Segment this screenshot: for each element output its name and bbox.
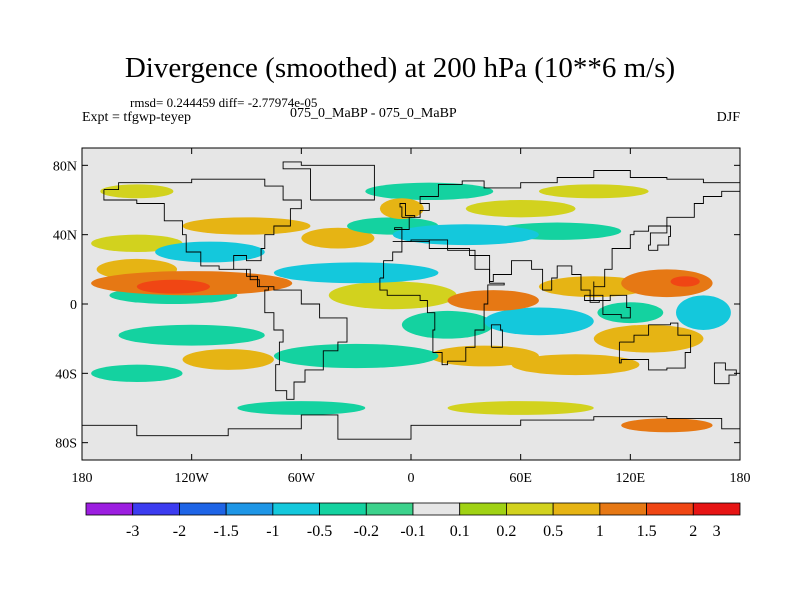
coastline-outline [82,161,741,440]
colorbar-swatch [552,502,601,516]
field-cell [301,227,375,249]
field-cell [118,324,265,346]
field-cell [447,290,539,311]
field-cell [538,184,649,199]
axes: 180 120W 60W 0 60E 120E 180 80N 40N 0 40S 80S [53,148,751,486]
coastline [584,294,631,319]
colorbar-label: -2 [173,523,186,540]
coastline [103,178,348,400]
experiment-label: Expt = tfgwp-teyep [82,110,191,125]
field-cell [100,184,174,199]
coastline [392,170,741,303]
colorbar-swatch [599,502,647,516]
colorbar-swatch [225,502,274,516]
colorbar-swatch [365,502,414,516]
y-tick-label: 40N [53,229,77,244]
season-label: DJF [716,110,740,125]
x-tick-label: 180 [730,471,751,486]
chart-title: Divergence (smoothed) at 200 hPa (10**6 … [124,52,676,84]
colorbar-label: -1 [266,523,279,540]
field-cell [237,401,366,415]
field-cell [91,234,183,252]
x-tick-label: 120E [616,471,646,486]
field-cell [273,343,439,369]
colorbar-swatch [646,502,694,516]
colorbar-swatch [459,502,507,516]
colorbar-label: 2 [689,523,697,540]
colorbar-swatch [692,502,741,516]
coastline [618,322,692,371]
colorbar-swatch [319,502,367,516]
x-tick-label: 60E [509,471,532,486]
field-cell [273,262,439,284]
colorbar-swatch [412,502,461,516]
field-cell [365,182,494,200]
field-cell [621,269,713,298]
coastline [490,324,503,348]
colorbar-label: -0.5 [307,523,332,540]
colorbar-label: 1.5 [637,523,657,540]
case-label: 075_0_MaBP - 075_0_MaBP [290,106,457,121]
field-cell [155,241,265,263]
x-tick-label: 120W [175,471,210,486]
field-cell [593,324,704,353]
field-cell [182,217,311,235]
coastline [282,161,375,201]
coastline [648,225,671,251]
colorbar-label: 0.2 [496,523,516,540]
field-cell [676,295,731,330]
field-cell [670,276,700,287]
colorbar-label: 0.5 [543,523,563,540]
field-cell [511,354,640,376]
y-tick-label: 0 [70,298,77,313]
colorbar-label: 1 [596,523,604,540]
field-cell [465,200,576,218]
x-tick-label: 0 [408,471,415,486]
divergence-field [82,148,740,460]
field-cell [621,418,713,433]
colorbar-label: -3 [126,523,139,540]
colorbar-swatch [179,502,227,516]
y-tick-label: 80N [53,159,77,174]
stats-line: rmsd= 0.244459 diff= -2.77974e-05 [130,95,318,110]
coastline [82,414,741,440]
x-tick-label: 180 [72,471,93,486]
colorbar-label: 0.1 [450,523,470,540]
field-cell [484,307,594,336]
y-tick-label: 40S [55,367,77,382]
colorbar-swatch [272,502,320,516]
field-cell [401,310,494,339]
colorbar-label: -1.5 [213,523,238,540]
field-cell [182,349,274,370]
field-cell [447,401,594,415]
colorbar: -3 -2 -1.5 -1 -0.5 -0.2 -0.1 0.1 0.2 0.5 1 1.5 2 3 [85,502,741,540]
field-cell [136,279,210,294]
colorbar-label: -0.1 [400,523,425,540]
colorbar-label: -0.2 [354,523,379,540]
colorbar-label: 3 [713,523,721,540]
field-cell [91,364,183,383]
colorbar-swatch [506,502,554,516]
x-tick-label: 60W [288,471,316,486]
colorbar-swatch [85,502,134,516]
coastline [399,203,416,218]
y-tick-label: 80S [55,437,77,452]
colorbar-swatch [132,502,180,516]
coastline [713,362,737,385]
coastline [379,239,505,366]
